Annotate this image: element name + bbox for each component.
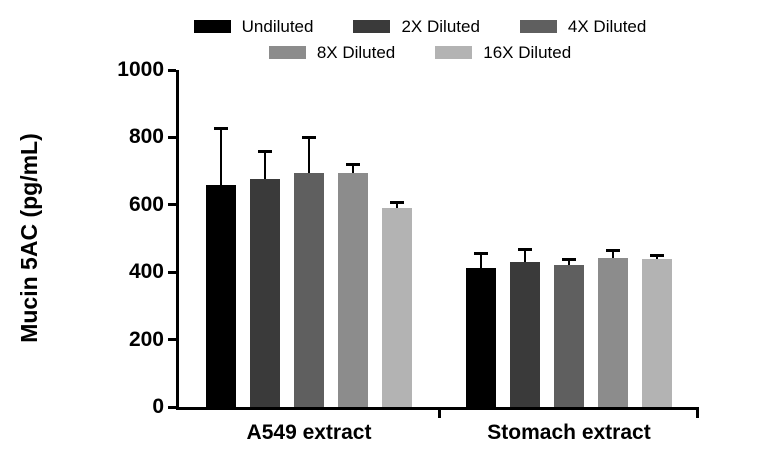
x-axis-tick	[696, 410, 699, 418]
error-bar-cap	[650, 253, 664, 257]
y-axis-tick	[168, 270, 176, 274]
chart-legend: Undiluted 2X Diluted 4X Diluted 8X Diluted…	[150, 18, 690, 61]
y-axis-tick	[168, 135, 176, 139]
y-axis-tick-label: 600	[128, 192, 164, 216]
bar-stomach-extract-2x-diluted	[510, 262, 540, 407]
legend-swatch-8x-diluted	[268, 46, 306, 59]
bar-a549-extract-4x-diluted	[294, 172, 324, 407]
error-bar	[352, 164, 354, 175]
bar-stomach-extract-8x-diluted	[598, 258, 628, 407]
legend-item-4x-diluted: 4X Diluted	[519, 17, 647, 36]
error-bar	[264, 151, 266, 181]
y-axis-tick-label: 800	[128, 125, 164, 149]
error-bar-cap	[562, 257, 576, 261]
legend-item-16x-diluted: 16X Diluted	[435, 44, 571, 61]
error-bar-cap	[474, 251, 488, 255]
error-bar-cap	[258, 150, 272, 154]
legend-label-undiluted: Undiluted	[241, 17, 314, 36]
y-axis-title: Mucin 5AC (pg/mL)	[16, 133, 42, 343]
y-axis-tick	[168, 338, 176, 342]
legend-item-undiluted: Undiluted	[193, 17, 314, 36]
y-axis-tick-label: 200	[128, 327, 164, 351]
error-bar	[220, 129, 222, 187]
legend-item-8x-diluted: 8X Diluted	[268, 43, 396, 62]
y-axis-tick	[168, 68, 176, 72]
legend-swatch-undiluted	[193, 20, 231, 33]
legend-label-2x-diluted: 2X Diluted	[401, 17, 480, 36]
error-bar-cap	[346, 162, 360, 166]
y-axis-tick	[168, 203, 176, 207]
legend-row: Undiluted 2X Diluted 4X Diluted	[193, 17, 647, 36]
bar-a549-extract-2x-diluted	[250, 178, 280, 407]
x-axis-group-label-stomach-extract: Stomach extract	[487, 421, 651, 444]
bar-a549-extract-undiluted	[206, 184, 236, 407]
legend-swatch-2x-diluted	[353, 20, 391, 33]
legend-swatch-4x-diluted	[519, 20, 557, 33]
legend-item-2x-diluted: 2X Diluted	[353, 17, 480, 36]
y-axis-tick	[168, 405, 176, 409]
plot-area: 0 200 400 600 800 1000 A549 extract Stomach ext…	[117, 58, 699, 444]
error-bar	[568, 259, 570, 268]
bar-a549-extract-8x-diluted	[338, 172, 368, 407]
error-bar-cap	[390, 200, 404, 204]
bar-stomach-extract-undiluted	[466, 268, 496, 407]
error-bar-cap	[606, 249, 620, 253]
error-bar	[480, 253, 482, 271]
legend-label-16x-diluted: 16X Diluted	[483, 43, 572, 62]
error-bar-cap	[518, 247, 532, 251]
x-axis-group-label-a549-extract: A549 extract	[246, 421, 372, 444]
error-bar	[308, 137, 310, 175]
error-bar	[396, 202, 398, 211]
error-bar-cap	[214, 127, 228, 131]
y-axis-tick-label: 0	[152, 395, 164, 418]
legend-label-4x-diluted: 4X Diluted	[567, 17, 647, 36]
y-axis-tick-label: 1000	[117, 58, 164, 81]
bar-stomach-extract-4x-diluted	[554, 265, 584, 407]
y-axis-tick-label: 400	[128, 260, 164, 284]
legend-label-8x-diluted: 8X Diluted	[316, 43, 396, 62]
legend-swatch-16x-diluted	[435, 46, 473, 59]
error-bar	[656, 255, 658, 261]
error-bar	[612, 250, 614, 261]
x-axis-tick	[437, 410, 441, 418]
bar-a549-extract-16x-diluted	[382, 208, 412, 407]
bar-stomach-extract-16x-diluted	[642, 258, 672, 407]
error-bar	[524, 249, 526, 265]
legend-row: 8X Diluted 16X Diluted	[268, 43, 571, 62]
error-bar-cap	[302, 135, 316, 139]
